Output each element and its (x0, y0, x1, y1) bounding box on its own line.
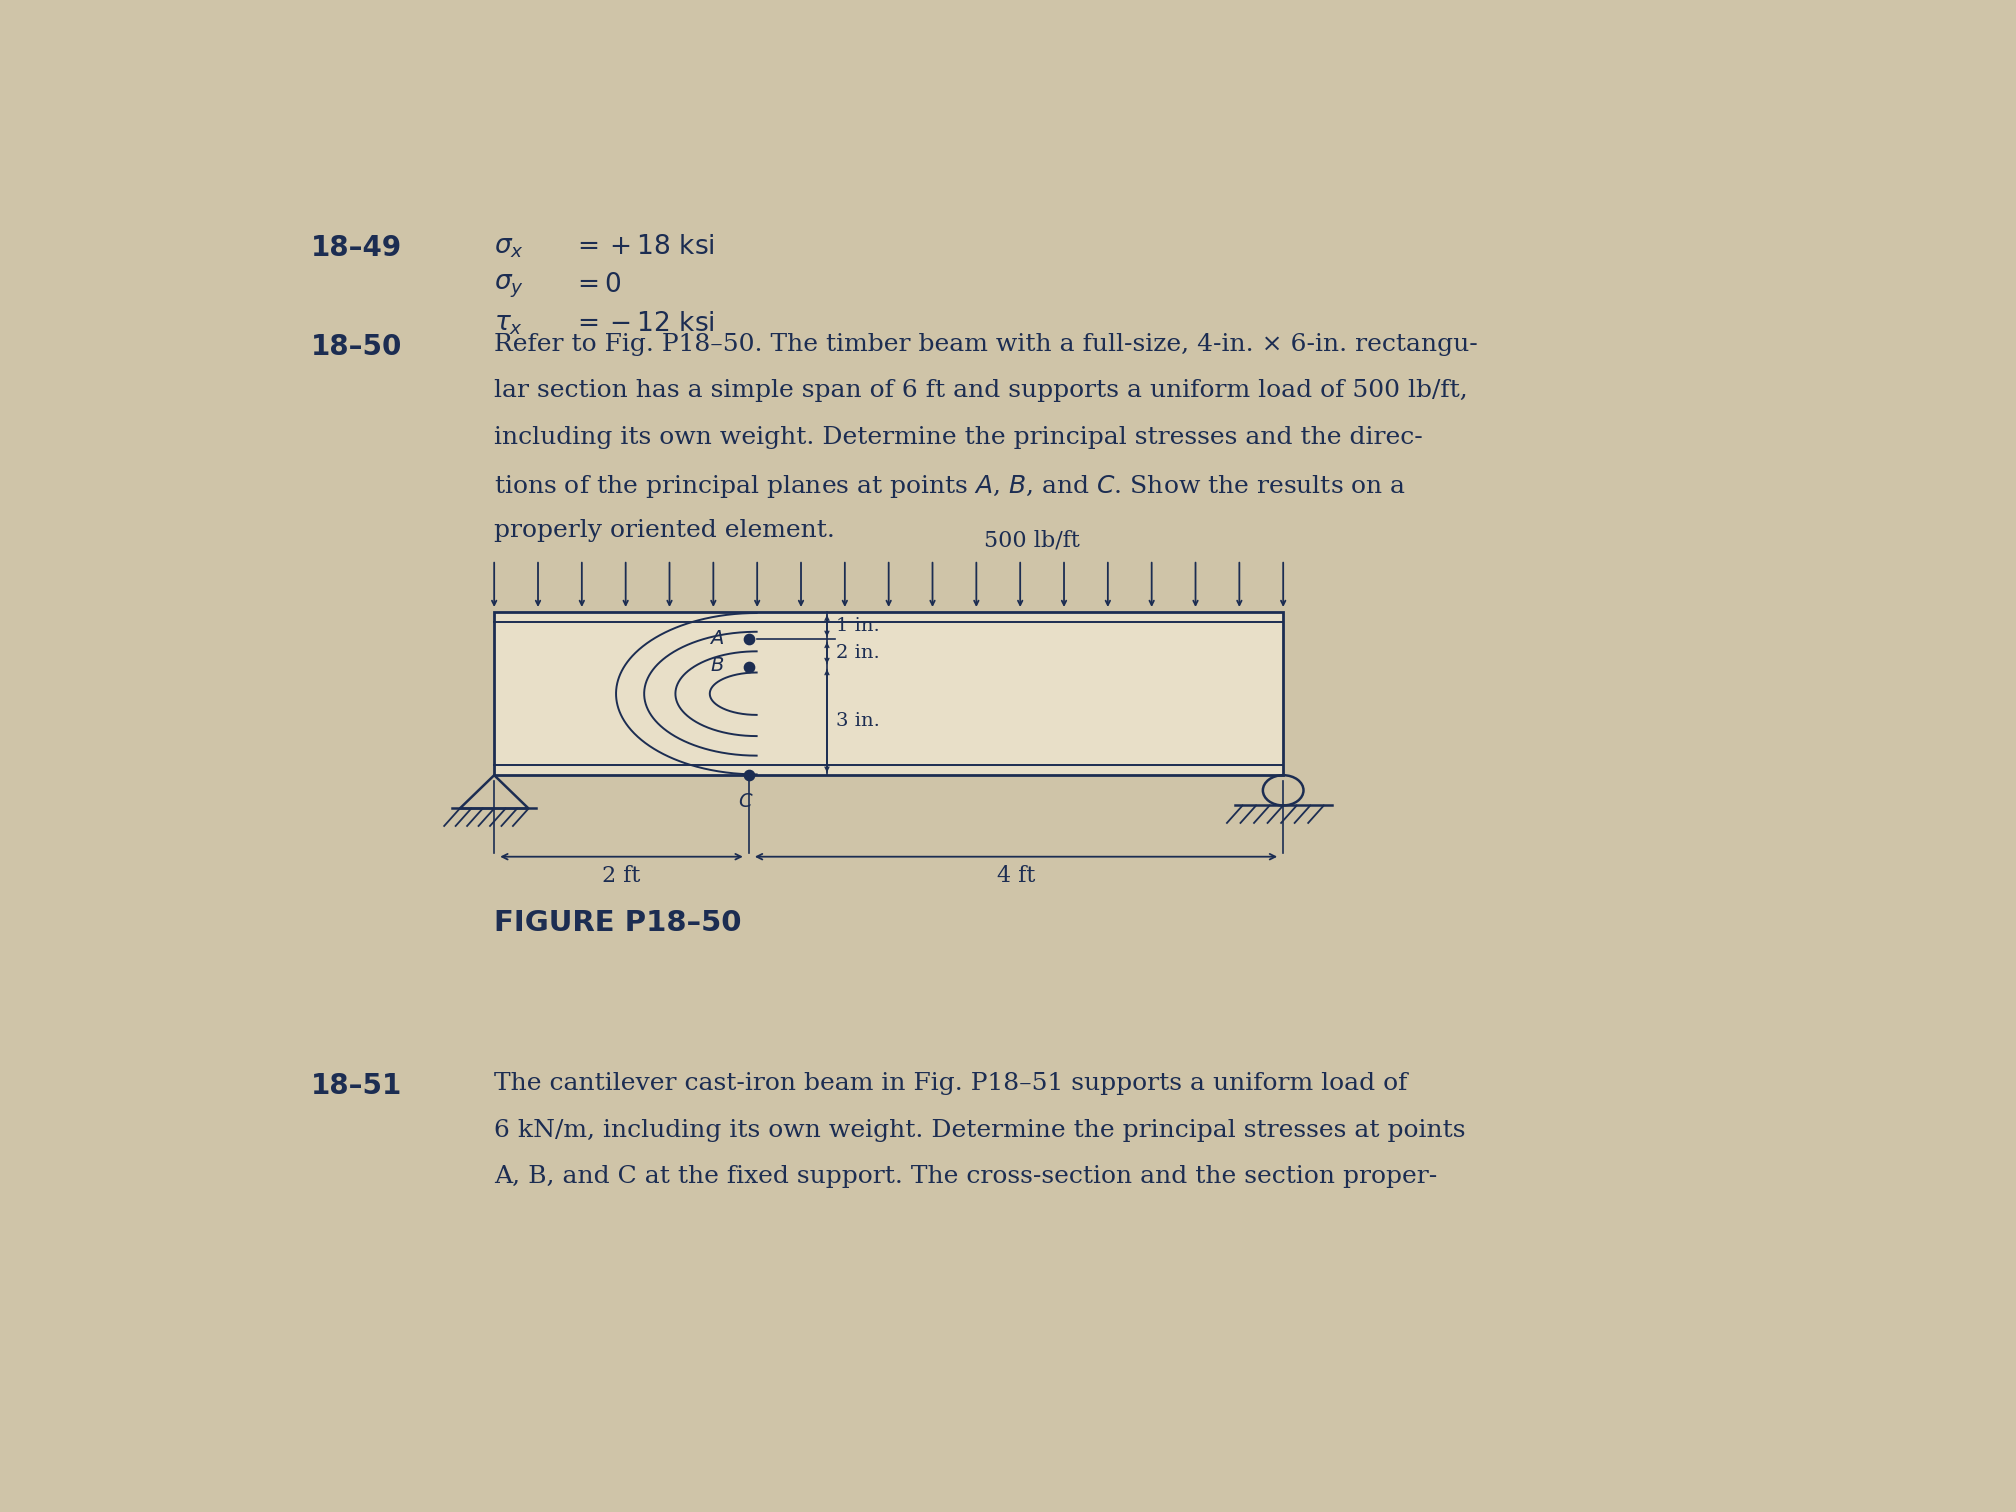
Point (732, 764, 764, 788)
Text: A, B, and C at the fixed support. The cross-section and the section proper-: A, B, and C at the fixed support. The cr… (494, 1166, 1437, 1188)
Text: 4 ft: 4 ft (996, 865, 1034, 888)
Text: $= 0$: $= 0$ (573, 272, 621, 298)
Bar (494, 612, 1284, 776)
Point (732, 627, 764, 652)
Text: 2 in.: 2 in. (837, 644, 881, 662)
Text: $\sigma_x$: $\sigma_x$ (494, 234, 524, 260)
Text: $= -12\ \mathrm{ksi}$: $= -12\ \mathrm{ksi}$ (573, 310, 716, 337)
Point (732, 655, 764, 679)
Text: 6 kN/m, including its own weight. Determine the principal stresses at points: 6 kN/m, including its own weight. Determ… (494, 1119, 1466, 1142)
Text: 500 lb/ft: 500 lb/ft (984, 529, 1081, 552)
Text: including its own weight. Determine the principal stresses and the direc-: including its own weight. Determine the … (494, 426, 1423, 449)
Text: FIGURE P18–50: FIGURE P18–50 (494, 909, 742, 937)
Text: properly oriented element.: properly oriented element. (494, 519, 835, 543)
Text: 18–51: 18–51 (310, 1072, 403, 1101)
Text: $C$: $C$ (738, 791, 754, 810)
Text: Refer to Fig. P18–50. The timber beam with a full-size, 4-in. × 6-in. rectangu-: Refer to Fig. P18–50. The timber beam wi… (494, 333, 1478, 355)
Text: tions of the principal planes at points $\mathit{A}$, $\mathit{B}$, and $\mathit: tions of the principal planes at points … (494, 472, 1407, 499)
Text: $B$: $B$ (710, 656, 724, 674)
Text: 2 ft: 2 ft (603, 865, 641, 888)
Text: $A$: $A$ (710, 629, 724, 647)
Text: 18–50: 18–50 (310, 333, 403, 361)
Text: $\tau_x$: $\tau_x$ (494, 310, 524, 337)
Text: $\sigma_y$: $\sigma_y$ (494, 272, 524, 299)
Text: 1 in.: 1 in. (837, 617, 881, 635)
Text: 3 in.: 3 in. (837, 712, 881, 730)
Text: 18–49: 18–49 (310, 234, 403, 262)
Text: The cantilever cast-iron beam in Fig. P18–51 supports a uniform load of: The cantilever cast-iron beam in Fig. P1… (494, 1072, 1407, 1095)
Text: $= +18\ \mathrm{ksi}$: $= +18\ \mathrm{ksi}$ (573, 234, 716, 260)
Text: lar section has a simple span of 6 ft and supports a uniform load of 500 lb/ft,: lar section has a simple span of 6 ft an… (494, 380, 1468, 402)
